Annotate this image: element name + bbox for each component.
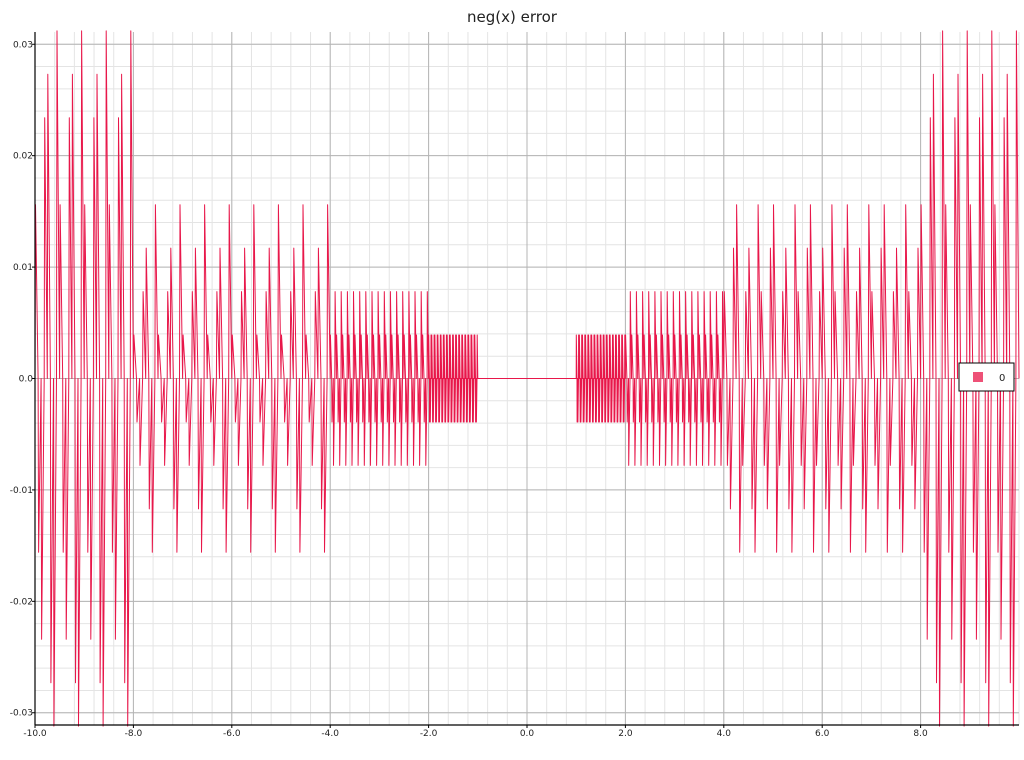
y-tick-label: 0.03 [13,40,33,50]
legend-swatch [973,372,983,382]
series-layer [34,30,1020,727]
x-tick-label: 8.0 [913,729,928,739]
x-tick-label: -8.0 [125,729,143,739]
x-tick-label: -2.0 [420,729,438,739]
legend-box [958,362,1015,392]
x-tick-label: -4.0 [321,729,339,739]
x-tick-label: 6.0 [815,729,830,739]
axes [32,32,1019,728]
x-tick-label: 0.0 [520,729,535,739]
x-tick-label: 4.0 [717,729,732,739]
y-tick-label: 0.0 [19,375,34,385]
legend[interactable]: 0 [958,362,1015,392]
y-tick-label: 0.02 [13,152,33,162]
x-tick-label: -10.0 [23,729,47,739]
tick-labels: -10.0 -8.0 -6.0 -4.0 -2.0 0.0 2.0 4.0 6.0 8.0 0.03… [10,40,928,739]
y-tick-label: 0.01 [13,263,33,273]
x-tick-label: -6.0 [223,729,241,739]
y-tick-label: -0.03 [10,709,33,719]
series-line-0 [34,30,1020,727]
y-tick-label: -0.02 [10,597,33,607]
chart-title: neg(x) error [467,8,557,26]
x-tick-label: 2.0 [618,729,633,739]
legend-label: 0 [999,373,1005,384]
y-tick-label: -0.01 [10,486,33,496]
